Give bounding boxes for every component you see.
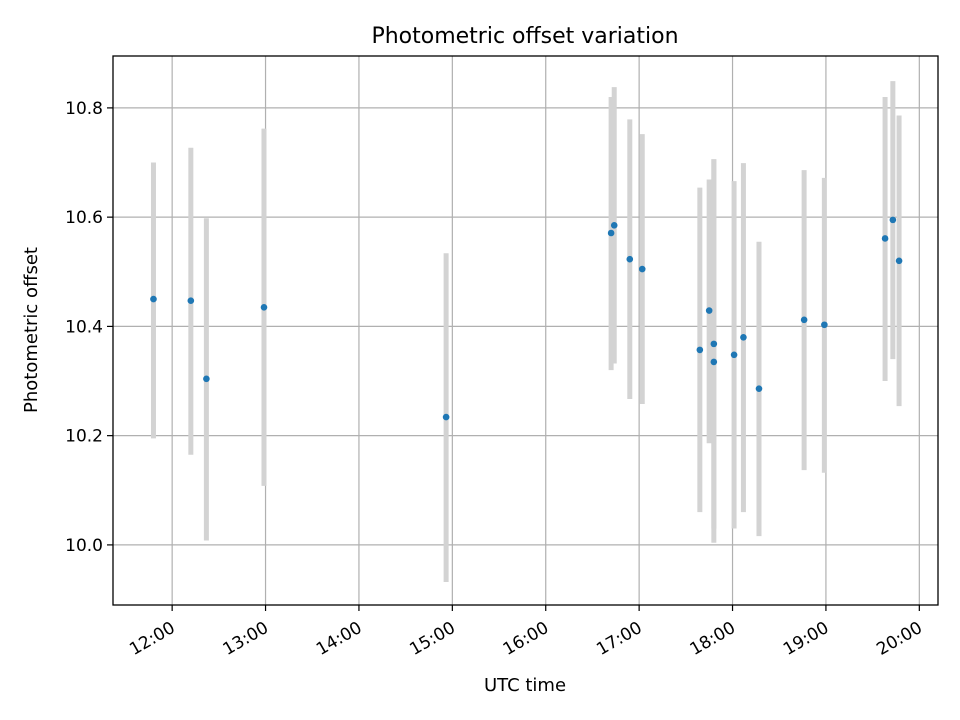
- y-tick-label: 10.2: [65, 427, 103, 447]
- data-point: [705, 307, 713, 314]
- data-point: [755, 385, 763, 392]
- data-point: [740, 334, 747, 341]
- data-point: [150, 295, 157, 303]
- data-point: [730, 351, 738, 359]
- data-point: [626, 255, 634, 263]
- y-tick-label: 10.8: [65, 99, 103, 119]
- x-axis-label: UTC time: [484, 675, 566, 696]
- y-axis-ticks: 10.0 10.2 10.4 10.6 10.8: [65, 99, 113, 556]
- data-point: [442, 413, 450, 421]
- chart-title: Photometric offset variation: [371, 24, 678, 49]
- data-point: [895, 257, 903, 265]
- data-point: [889, 216, 897, 224]
- data-point: [800, 316, 808, 324]
- data-points: [150, 216, 903, 421]
- plot-frame: [112, 55, 939, 606]
- data-point: [638, 265, 646, 273]
- data-point: [881, 235, 889, 242]
- data-point: [710, 340, 718, 348]
- y-tick-label: 10.6: [65, 208, 103, 228]
- data-point: [696, 346, 704, 354]
- data-point: [260, 303, 268, 311]
- data-point: [821, 321, 828, 329]
- data-point: [610, 222, 618, 229]
- grid: [113, 56, 938, 605]
- y-axis-label: Photometric offset: [21, 247, 42, 413]
- data-point: [203, 375, 210, 383]
- data-point: [710, 358, 718, 366]
- data-point: [187, 297, 195, 305]
- data-point: [607, 229, 615, 237]
- y-tick-label: 10.4: [65, 317, 103, 337]
- y-tick-label: 10.0: [65, 536, 103, 556]
